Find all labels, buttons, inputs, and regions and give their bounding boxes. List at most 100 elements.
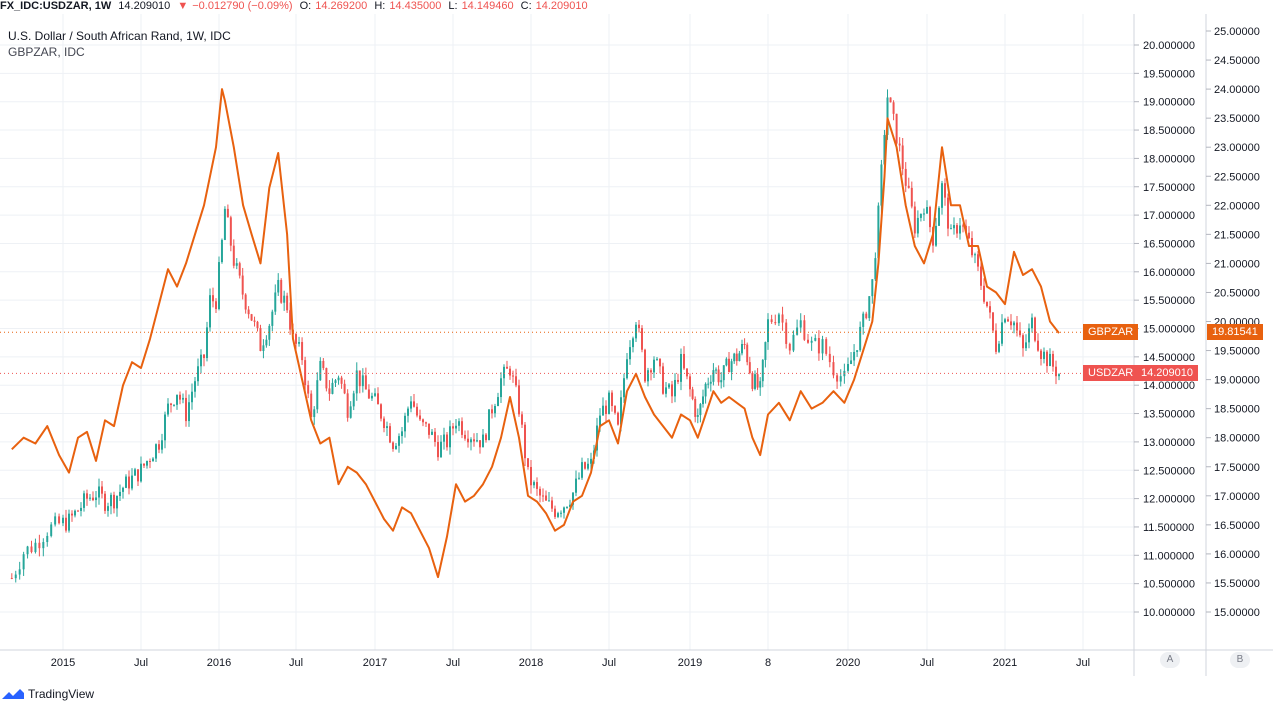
usdzar-candle xyxy=(756,374,759,388)
usdzar-candle xyxy=(1007,319,1009,322)
usdzar-candle xyxy=(702,396,704,405)
usdzar-candle xyxy=(847,363,849,371)
usdzar-candle xyxy=(428,423,430,435)
usdzar-candle xyxy=(425,422,427,424)
price-axis-a-tick-label: 15.000000 xyxy=(1143,324,1195,336)
usdzar-candle xyxy=(807,339,809,343)
main-series-legend[interactable]: U.S. Dollar / South African Rand, 1W, ID… xyxy=(8,29,231,43)
price-axis-b-tick-label: 22.00000 xyxy=(1214,200,1260,212)
usdzar-candle xyxy=(482,434,484,448)
auto-scale-button[interactable]: A xyxy=(1160,652,1180,668)
usdzar-candle xyxy=(119,491,121,496)
usdzar-candle xyxy=(644,349,646,382)
usdzar-candle xyxy=(250,314,253,321)
usdzar-candle xyxy=(54,516,57,525)
usdzar-candle xyxy=(983,285,985,302)
usdzar-candle xyxy=(602,405,604,416)
usdzar-candle xyxy=(503,366,505,379)
usdzar-candle xyxy=(611,392,613,406)
compare-series-legend[interactable]: GBPZAR, IDC xyxy=(8,45,85,59)
usdzar-candle xyxy=(140,463,142,482)
usdzar-candle xyxy=(725,358,728,366)
usdzar-candle xyxy=(632,338,634,348)
tradingview-logo[interactable]: TradingView xyxy=(2,684,94,704)
usdzar-candle xyxy=(659,358,661,367)
price-axis-b-tick-label: 17.50000 xyxy=(1214,462,1260,474)
usdzar-candle xyxy=(821,339,824,354)
usdzar-candle xyxy=(286,295,289,311)
usdzar-candle xyxy=(494,405,496,414)
usdzar-candle xyxy=(767,319,769,343)
time-axis-tick-label: 2017 xyxy=(363,657,387,669)
usdzar-candle xyxy=(814,337,817,341)
usdzar-candle xyxy=(548,500,550,502)
usdzar-candle xyxy=(259,328,262,352)
price-axis-a-tick-label: 17.000000 xyxy=(1143,210,1195,222)
usdzar-candle xyxy=(313,409,316,418)
usdzar-candle xyxy=(1049,353,1051,367)
usdzar-candle xyxy=(761,359,764,382)
usdzar-last-price-tag: 14.209010 xyxy=(1136,365,1198,382)
usdzar-candle xyxy=(1028,328,1030,343)
usdzar-candle xyxy=(331,382,334,394)
usdzar-candle xyxy=(578,477,580,479)
usdzar-candle xyxy=(322,360,325,369)
usdzar-candle xyxy=(614,405,616,413)
usdzar-candle xyxy=(748,362,751,374)
time-axis-tick-label: Jul xyxy=(446,657,460,669)
usdzar-candle xyxy=(265,339,268,346)
usdzar-candle xyxy=(298,342,301,344)
usdzar-candle xyxy=(910,187,913,207)
usdzar-candle xyxy=(1043,351,1045,359)
gbpzar-series-line xyxy=(11,88,1060,579)
usdzar-candle xyxy=(947,197,949,229)
usdzar-candle xyxy=(992,312,994,331)
usdzar-candle xyxy=(665,387,667,394)
price-axis-b-tick-label: 19.00000 xyxy=(1214,375,1260,387)
usdzar-candle xyxy=(431,431,433,435)
price-axis-b-tick-label: 19.50000 xyxy=(1214,346,1260,358)
usdzar-candle xyxy=(244,294,247,310)
symbol-title[interactable]: FX_IDC:USDZAR, 1W xyxy=(0,0,112,12)
usdzar-candle xyxy=(995,330,997,352)
usdzar-candle xyxy=(650,370,652,373)
price-axis-a-tick-label: 14.500000 xyxy=(1143,352,1195,364)
time-axis-tick-label: Jul xyxy=(134,657,148,669)
usdzar-candle xyxy=(1001,322,1003,344)
usdzar-candle xyxy=(280,279,283,303)
usdzar-candle xyxy=(62,517,64,524)
scale-b-button[interactable]: B xyxy=(1230,652,1250,668)
usdzar-candle xyxy=(524,424,526,459)
usdzar-candle xyxy=(446,434,448,448)
usdzar-candle xyxy=(741,343,743,354)
usdzar-candle xyxy=(182,397,184,400)
usdzar-candle xyxy=(395,445,397,449)
usdzar-candle xyxy=(389,426,391,443)
usdzar-candle xyxy=(998,343,1000,352)
usdzar-candle xyxy=(1031,317,1033,329)
usdzar-candle xyxy=(533,482,535,486)
usdzar-candle xyxy=(152,458,154,462)
price-axis-b-tick-label: 25.00000 xyxy=(1214,26,1260,38)
price-axis-a-tick-label: 11.500000 xyxy=(1143,522,1194,534)
time-axis-tick-label: 2019 xyxy=(678,657,702,669)
usdzar-candle xyxy=(691,389,694,399)
usdzar-candle xyxy=(173,404,175,406)
usdzar-candle xyxy=(839,376,842,382)
usdzar-candle xyxy=(785,322,788,344)
usdzar-candle xyxy=(707,383,710,385)
usdzar-candle xyxy=(770,319,773,323)
usdzar-candle xyxy=(497,397,499,406)
usdzar-candle xyxy=(515,376,517,386)
usdzar-candle xyxy=(677,379,679,382)
gbpzar-name-tag: GBPZAR xyxy=(1083,324,1139,341)
symbol-header: FX_IDC:USDZAR, 1W 14.209010 ▼ −0.012790 (… xyxy=(0,0,1273,14)
usdzar-candle xyxy=(913,206,916,234)
usdzar-candle xyxy=(404,415,406,432)
usdzar-candle xyxy=(569,504,571,507)
usdzar-candle xyxy=(206,327,208,359)
usdzar-candle xyxy=(30,546,33,553)
price-axis-a-tick-label: 12.000000 xyxy=(1143,494,1195,506)
usdzar-candle xyxy=(853,351,856,361)
price-chart[interactable]: 20.000000 19.500000 19.000000 18.500000 18.0… xyxy=(0,14,1273,676)
